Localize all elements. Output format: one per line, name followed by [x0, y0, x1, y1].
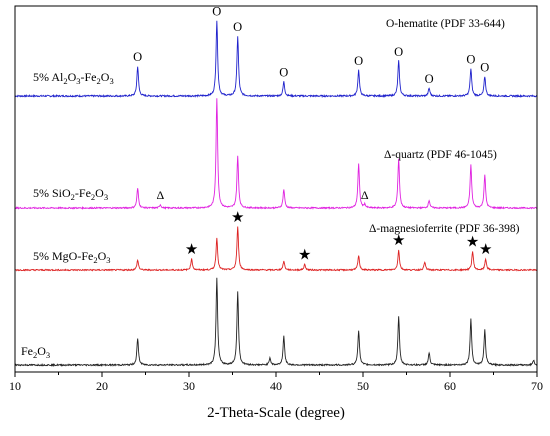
peak-marker: O	[480, 61, 489, 75]
x-axis-title: 2-Theta-Scale (degree)	[207, 405, 345, 421]
peak-marker: ★	[298, 248, 311, 264]
reference-note: O-hematite (PDF 33-644)	[386, 18, 505, 30]
x-tick-label: 20	[96, 379, 108, 393]
peak-marker: ★	[185, 242, 198, 258]
series-label: 5% SiO2-Fe2O3	[33, 186, 108, 202]
reference-annotations: O-hematite (PDF 33-644) Δ-quartz (PDF 46-…	[369, 18, 520, 235]
peak-marker: O	[425, 72, 434, 86]
peak-marker: O	[212, 5, 221, 19]
x-tick-label: 10	[9, 379, 21, 393]
peak-marker: O	[466, 53, 475, 67]
peak-marker: O	[133, 50, 142, 64]
series-label: Fe2O3	[21, 344, 50, 360]
peak-marker: ★	[392, 233, 405, 249]
x-tick-label: 60	[444, 379, 456, 393]
reference-note: Δ-magnesioferrite (PDF 36-398)	[369, 223, 520, 235]
series-line	[14, 20, 538, 99]
series-label: 5% Al2O3-Fe2O3	[33, 70, 114, 86]
series-line	[14, 98, 538, 210]
reference-note: Δ-quartz (PDF 46-1045)	[384, 149, 497, 161]
peak-marker: ★	[466, 234, 479, 250]
x-tick-label: 70	[531, 379, 543, 393]
x-axis: 10 20 30 40 50 60 70	[9, 372, 543, 393]
peak-marker: O	[233, 20, 242, 34]
plot-frame	[14, 5, 538, 373]
series-line	[14, 277, 538, 368]
peak-marker: O	[394, 45, 403, 59]
series-line	[14, 226, 538, 272]
peak-marker: ★	[479, 242, 492, 258]
peak-marker: Δ	[361, 188, 369, 202]
peak-marker: O	[279, 66, 288, 80]
series-label: 5% MgO-Fe2O3	[33, 249, 111, 265]
peak-marker: O	[354, 54, 363, 68]
series-labels: 5% Al2O3-Fe2O3 5% SiO2-Fe2O3 5% MgO-Fe2O3 F…	[21, 70, 114, 360]
xrd-traces	[14, 20, 538, 368]
x-tick-label: 40	[270, 379, 282, 393]
x-tick-label: 50	[357, 379, 369, 393]
peak-marker: Δ	[156, 188, 164, 202]
peak-marker: ★	[231, 210, 244, 226]
x-tick-label: 30	[183, 379, 195, 393]
